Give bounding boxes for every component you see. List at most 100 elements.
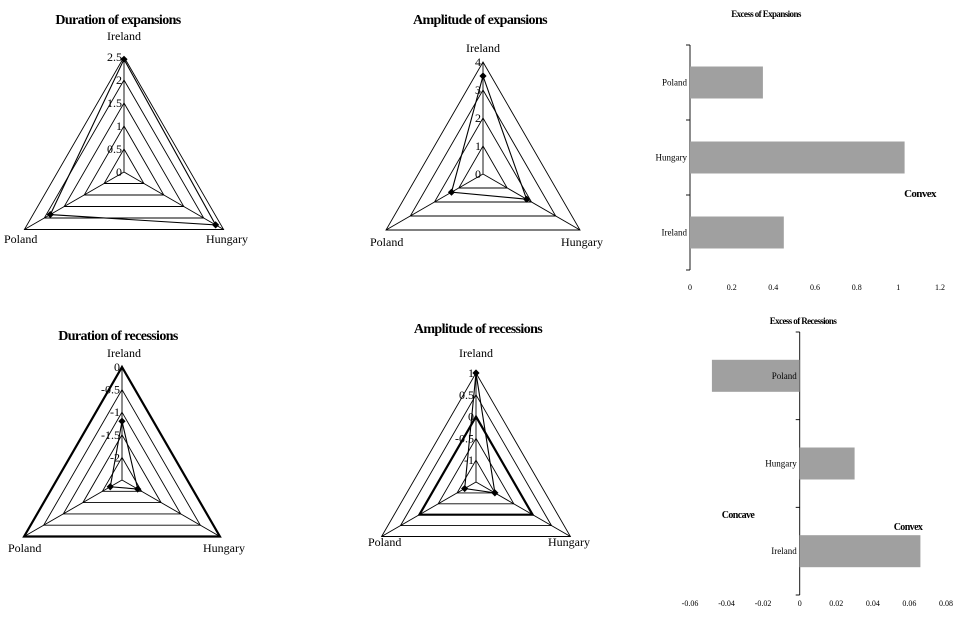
annotation-convex: Convex [904,188,937,200]
radar-grid-ring [42,388,202,526]
bar-ireland [690,216,784,249]
radar-grid-ring [22,364,222,538]
axis-label-hungary: Hungary [561,235,603,249]
chart-title: Excess of Expansions [731,9,802,19]
radar-tick-label: 1 [475,139,481,153]
bar-poland [711,359,800,392]
bar-chart-excess-recessions: Excess of Recessions Concave Convex Pola… [682,316,953,608]
bar-x-tick-label: 0 [688,283,692,292]
radar-tick-label: -1.5 [101,428,120,442]
radar-tick-label: 4 [475,55,481,69]
axis-label-ireland: Ireland [459,346,493,360]
radar-chart-duration-expansions: Duration of expansions Ireland Hungary P… [4,13,248,246]
axis-label-ireland: Ireland [466,41,500,55]
radar-tick-label: 0 [468,410,474,424]
bar-category-label: Hungary [765,459,797,469]
axis-label-poland: Poland [368,535,401,549]
radar-series-line [464,372,496,494]
radar-grid-ring [458,145,508,189]
radar-point-poland [46,210,54,219]
radar-tick-label: 0.5 [107,142,122,156]
bar-x-tick-label: 0.02 [829,599,843,608]
bar-chart-excess-expansions: Excess of Expansions Convex Poland Hungar… [656,9,946,292]
radar-series-line [450,74,528,200]
radar-point-ireland [118,417,126,425]
radar-tick-label: 1 [116,119,122,133]
bar-x-tick-label: -0.02 [755,599,772,608]
axis-label-ireland: Ireland [107,29,141,43]
bar-hungary [690,141,905,174]
bar-category-label: Poland [662,78,688,88]
chart-title: Excess of Recessions [770,316,838,326]
radar-tick-label: -1 [464,453,474,467]
radar-point-poland [461,484,469,493]
radar-spoke [381,481,477,537]
radar-point-hungary [212,221,220,229]
annotation-convex: Convex [894,522,923,533]
chart-title: Duration of expansions [55,13,181,28]
bar-x-tick-label: 0.2 [727,283,737,292]
radar-point-ireland [479,72,487,80]
radar-series-line [49,58,217,226]
radar-spoke [475,481,571,537]
bar-category-label: Hungary [656,153,688,163]
axis-label-poland: Poland [370,235,403,249]
bar-hungary [799,447,855,480]
bar-x-tick-label: -0.06 [682,599,699,608]
bar-x-tick-label: 1.2 [935,283,945,292]
bar-ireland [799,535,921,568]
radar-series-line [109,421,139,490]
radar-tick-label: 1 [468,366,474,380]
bar-category-label: Ireland [771,546,797,556]
bar-x-tick-label: 1 [896,283,900,292]
annotation-concave: Concave [722,510,756,521]
radar-point-poland [106,483,114,491]
radar-point-hungary [523,195,531,203]
axis-label-ireland: Ireland [107,346,141,360]
radar-grid-ring [380,372,572,537]
bar-poland [690,66,763,99]
radar-tick-label: 2 [116,73,122,87]
bar-x-tick-label: -0.04 [718,599,735,608]
axis-label-hungary: Hungary [206,232,248,246]
chart-title: Amplitude of expansions [413,13,548,28]
bar-x-tick-label: 0.4 [768,283,778,292]
radar-tick-label: -0.5 [101,383,120,397]
bar-x-tick-label: 0.08 [939,599,953,608]
axis-label-poland: Poland [8,541,41,555]
bar-category-label: Ireland [662,228,688,238]
radar-point-ireland [120,55,128,63]
radar-tick-label: 2 [475,111,481,125]
radar-grid-ring [83,125,165,196]
axis-label-hungary: Hungary [203,541,245,555]
bar-x-tick-label: 0.04 [866,599,880,608]
radar-chart-duration-recessions: Duration of recessions Ireland Hungary P… [8,329,245,555]
radar-tick-label: 0 [116,165,122,179]
radar-spoke [23,479,123,537]
radar-grid-ring [385,61,581,231]
radar-grid-ring [62,411,182,515]
axis-label-poland: Poland [4,232,37,246]
radar-grid-ring [63,102,185,207]
radar-grid-ring [103,148,145,184]
radar-tick-label: -1 [110,405,120,419]
radar-grid-ring [456,459,496,494]
radar-tick-label: 0.5 [459,388,474,402]
radar-point-poland [447,188,456,196]
radar-spoke [24,171,125,230]
bar-x-tick-label: 0.8 [852,283,862,292]
radar-spoke [482,173,581,231]
radar-tick-label: -0.5 [455,431,474,445]
radar-chart-amplitude-recessions: Amplitude of recessions Ireland Hungary … [368,322,590,549]
radar-grid-ring [433,117,533,203]
radar-spoke [123,171,224,230]
radar-grid-ring [82,433,162,504]
radar-chart-amplitude-expansions: Amplitude of expansions Ireland Hungary … [370,13,603,249]
bar-x-tick-label: 0.06 [902,599,916,608]
radar-grid-ring [437,437,515,505]
radar-grid-ring [399,393,553,527]
radar-grid-ring [409,89,557,217]
axis-label-hungary: Hungary [548,535,590,549]
radar-grid-ring [23,56,225,230]
